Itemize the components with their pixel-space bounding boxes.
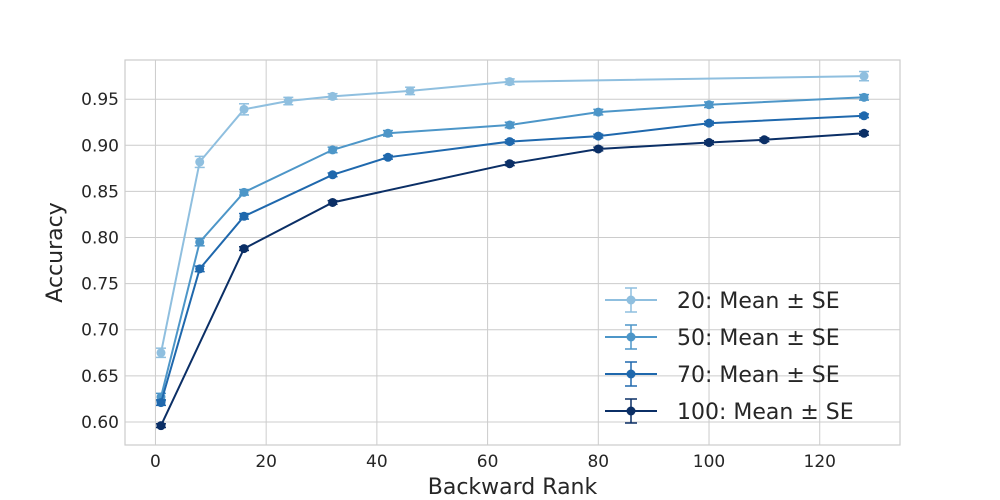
x-tick-label: 20 xyxy=(255,452,277,472)
x-tick-label: 80 xyxy=(587,452,609,472)
legend-marker xyxy=(626,406,636,416)
data-point xyxy=(704,100,714,110)
data-point xyxy=(195,237,205,247)
y-tick-label: 0.65 xyxy=(81,367,119,387)
y-tick-label: 0.70 xyxy=(81,321,119,341)
data-point xyxy=(593,131,603,141)
data-point xyxy=(156,398,166,408)
data-point xyxy=(156,348,166,358)
y-tick-label: 0.90 xyxy=(81,136,119,156)
data-point xyxy=(593,107,603,117)
x-tick-label: 0 xyxy=(150,452,161,472)
data-point xyxy=(328,197,338,207)
data-point xyxy=(704,118,714,128)
legend-label: 20: Mean ± SE xyxy=(677,289,840,314)
data-point xyxy=(328,91,338,101)
data-point xyxy=(593,144,603,154)
y-tick-label: 0.75 xyxy=(81,275,119,295)
tick-labels: 0 20 40 60 80 100 120 0.60 0.65 0.70 0.75 0.80 0.85 0… xyxy=(81,90,836,472)
data-point xyxy=(383,128,393,138)
legend-label: 50: Mean ± SE xyxy=(677,326,840,351)
data-point xyxy=(195,264,205,274)
series-3 xyxy=(155,128,870,431)
data-point xyxy=(505,120,515,130)
data-point xyxy=(704,138,714,148)
data-point xyxy=(859,111,869,121)
data-point xyxy=(239,104,249,114)
legend-marker xyxy=(626,369,636,379)
data-point xyxy=(195,157,205,167)
data-point xyxy=(405,86,415,96)
y-axis-label: Accuracy xyxy=(43,202,68,302)
legend-label: 100: Mean ± SE xyxy=(677,400,854,425)
data-point xyxy=(239,187,249,197)
data-point xyxy=(505,137,515,147)
series-2 xyxy=(155,111,870,408)
series-0 xyxy=(155,70,870,359)
legend-item: 100: Mean ± SE xyxy=(605,398,854,425)
data-point xyxy=(383,152,393,162)
legend-marker xyxy=(626,295,636,305)
series-line xyxy=(160,132,865,427)
data-point xyxy=(859,128,869,138)
data-point xyxy=(859,71,869,81)
data-point xyxy=(859,92,869,102)
data-point xyxy=(328,170,338,180)
x-tick-label: 100 xyxy=(693,452,725,472)
y-tick-label: 0.80 xyxy=(81,229,119,249)
x-tick-label: 60 xyxy=(477,452,499,472)
legend-item: 50: Mean ± SE xyxy=(605,324,840,351)
x-tick-label: 120 xyxy=(804,452,836,472)
data-point xyxy=(239,211,249,221)
data-point xyxy=(283,96,293,106)
data-point xyxy=(239,244,249,254)
series-line xyxy=(160,75,865,353)
y-tick-label: 0.60 xyxy=(81,413,119,433)
y-tick-label: 0.95 xyxy=(81,90,119,110)
y-tick-label: 0.85 xyxy=(81,182,119,202)
data-point xyxy=(505,77,515,87)
plot-frame xyxy=(124,59,901,446)
data-point xyxy=(759,135,769,145)
x-axis-label: Backward Rank xyxy=(428,475,598,500)
series-layer xyxy=(155,70,870,431)
legend-marker xyxy=(626,332,636,342)
legend-item: 70: Mean ± SE xyxy=(605,361,840,388)
data-point xyxy=(156,421,166,431)
legend: 20: Mean ± SE 50: Mean ± SE 70: Mean ± SE 1… xyxy=(605,287,854,425)
x-tick-label: 40 xyxy=(366,452,388,472)
data-point xyxy=(328,145,338,155)
data-point xyxy=(505,159,515,169)
legend-label: 70: Mean ± SE xyxy=(677,363,840,388)
legend-item: 20: Mean ± SE xyxy=(605,287,840,314)
